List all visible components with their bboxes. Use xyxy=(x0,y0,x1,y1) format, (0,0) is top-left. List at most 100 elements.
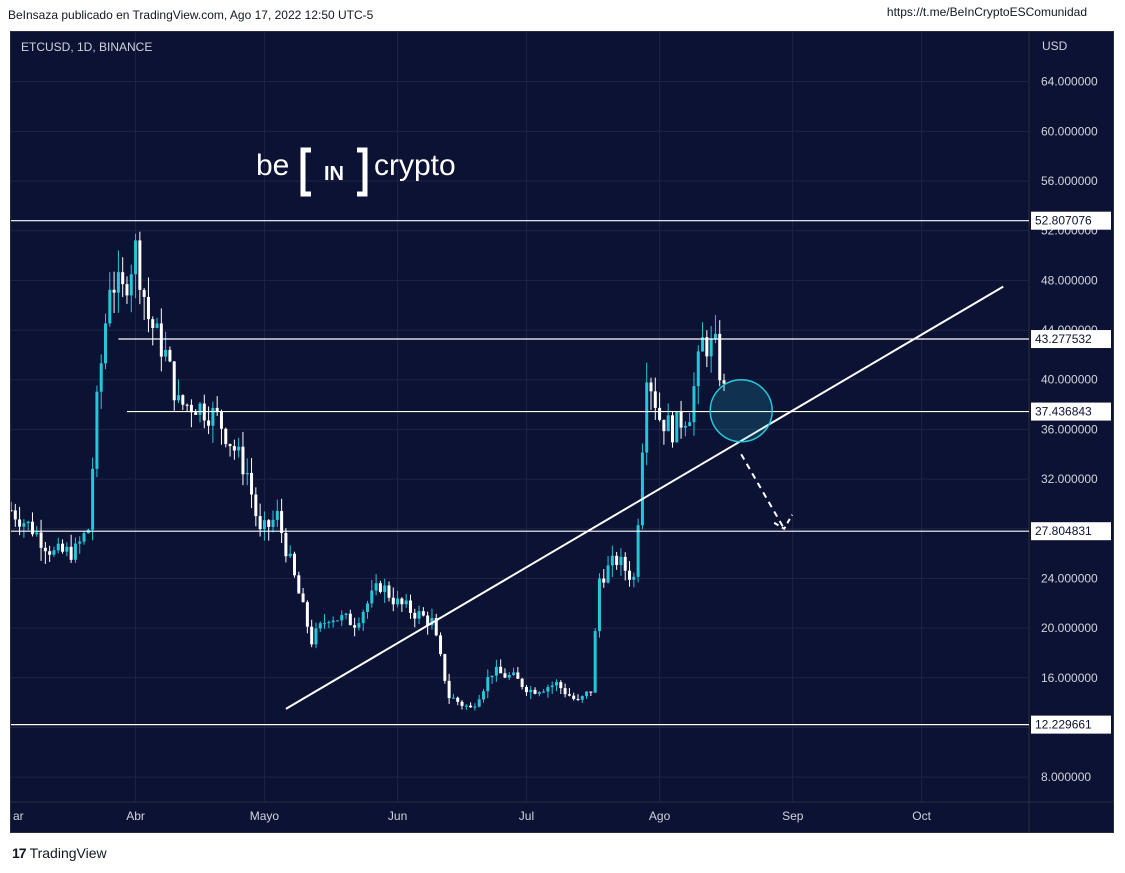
candle-body xyxy=(456,697,460,702)
candle-body xyxy=(73,543,77,560)
candle-body xyxy=(696,351,700,387)
candle-body xyxy=(30,521,34,535)
candle-body xyxy=(576,698,580,700)
candle-body xyxy=(701,337,705,352)
candle-body xyxy=(56,543,60,551)
candle-body xyxy=(232,446,236,451)
candle-body xyxy=(305,602,309,627)
candle-body xyxy=(138,240,142,290)
candle-body xyxy=(628,570,632,580)
candle-body xyxy=(52,550,56,555)
level-price-tag xyxy=(1031,522,1111,541)
candle-body xyxy=(383,585,387,592)
candle-body xyxy=(722,380,726,384)
candle-body xyxy=(258,516,262,530)
candle-body xyxy=(335,620,339,622)
candle-body xyxy=(323,623,327,625)
candle-body xyxy=(396,598,400,605)
y-tick-label: 24.000000 xyxy=(1041,571,1098,585)
candle-body xyxy=(709,338,713,357)
beincrypto-logo: be IN crypto xyxy=(256,147,456,197)
level-price-tag xyxy=(1031,715,1111,734)
candle-body xyxy=(189,404,193,413)
candle-body xyxy=(533,689,537,694)
candle-body xyxy=(439,635,443,655)
candle-body xyxy=(43,547,47,552)
candle-body xyxy=(653,391,657,408)
candle-body xyxy=(207,420,211,426)
candle-body xyxy=(499,666,503,674)
level-price-label: 12.229661 xyxy=(1035,718,1092,732)
candle-body xyxy=(164,349,168,357)
y-tick-label: 36.000000 xyxy=(1041,422,1098,436)
candle-body xyxy=(683,425,687,428)
candle-body xyxy=(69,546,73,560)
candle-body xyxy=(443,654,447,681)
y-tick-label: 40.000000 xyxy=(1041,373,1098,387)
y-tick-label: 60.000000 xyxy=(1041,124,1098,138)
candle-body xyxy=(155,323,159,328)
candle-body xyxy=(430,618,434,626)
candle-body xyxy=(550,685,554,688)
candle-body xyxy=(121,272,125,285)
candle-body xyxy=(555,682,559,686)
candle-body xyxy=(39,532,43,548)
candle-body xyxy=(250,472,254,495)
community-link[interactable]: https://t.me/BeInCryptoESComunidad xyxy=(886,5,1087,19)
candle-body xyxy=(666,415,670,432)
candle-body xyxy=(91,468,95,530)
candle-body xyxy=(408,600,412,613)
candle-body xyxy=(99,363,103,392)
chart-panel[interactable]: arAbrMayoJunJulAgoSepOct8.00000012.00000… xyxy=(10,31,1114,833)
candle-body xyxy=(219,411,223,429)
candle-body xyxy=(301,593,305,603)
candle-body xyxy=(267,520,271,527)
candle-body xyxy=(275,510,279,520)
logo-bracket xyxy=(300,147,368,197)
candle-body xyxy=(718,333,722,381)
candle-body xyxy=(563,688,567,695)
candle-body xyxy=(11,510,13,512)
candle-body xyxy=(417,611,421,619)
candle-body xyxy=(318,623,322,629)
level-price-tag xyxy=(1031,211,1111,230)
candle-body xyxy=(146,296,150,320)
candle-body xyxy=(228,444,232,447)
candle-body xyxy=(619,556,623,565)
candle-body xyxy=(529,689,533,693)
candle-body xyxy=(378,583,382,592)
candle-body xyxy=(297,575,301,594)
candle-body xyxy=(469,705,473,708)
candle-body xyxy=(288,553,292,557)
candle-body xyxy=(692,386,696,423)
level-price-tag xyxy=(1031,330,1111,349)
level-price-label: 52.807076 xyxy=(1035,214,1092,228)
level-price-label: 37.436843 xyxy=(1035,405,1092,419)
candle-body xyxy=(82,533,86,542)
projection-arrow xyxy=(740,453,786,530)
candle-body xyxy=(194,412,198,415)
candle-body xyxy=(421,611,425,616)
candle-body xyxy=(241,446,245,475)
candle-body xyxy=(61,543,65,552)
candle-body xyxy=(224,428,228,445)
candle-body xyxy=(391,597,395,605)
candle-body xyxy=(366,603,370,612)
footer-brand[interactable]: 17 TradingView xyxy=(12,845,107,861)
candle-body xyxy=(670,415,674,443)
logo-crypto: crypto xyxy=(374,149,456,182)
candle-body xyxy=(215,407,219,412)
candle-body xyxy=(589,691,593,693)
candle-body xyxy=(537,692,541,694)
candle-body xyxy=(374,583,378,591)
candle-body xyxy=(606,565,610,583)
candle-body xyxy=(447,680,451,699)
price-chart[interactable]: arAbrMayoJunJulAgoSepOct8.00000012.00000… xyxy=(11,32,1113,832)
candle-body xyxy=(520,678,524,687)
x-tick-label: Sep xyxy=(782,809,804,823)
candle-body xyxy=(713,333,717,339)
x-tick-label: ar xyxy=(13,809,24,823)
publisher-caption: BeInsaza publicado en TradingView.com, A… xyxy=(8,8,374,22)
candle-body xyxy=(636,525,640,577)
level-price-label: 43.277532 xyxy=(1035,332,1092,346)
